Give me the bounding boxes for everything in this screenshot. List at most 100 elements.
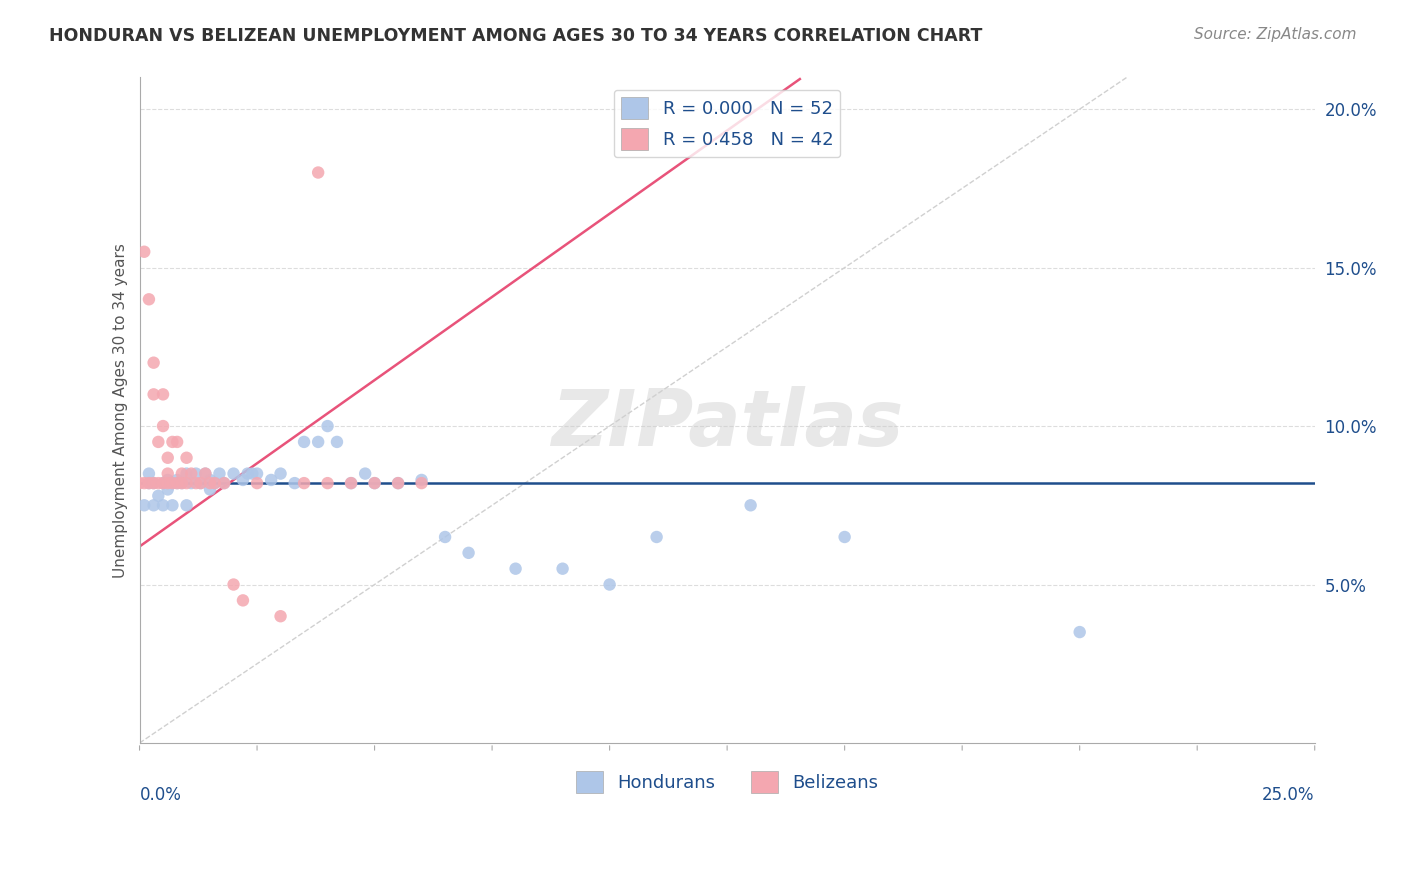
Point	[176, 467, 198, 481]
Point	[152, 387, 174, 401]
Point	[340, 476, 363, 491]
Point	[170, 476, 193, 491]
Point	[740, 498, 762, 512]
Point	[232, 473, 254, 487]
Point	[505, 562, 527, 576]
Point	[148, 489, 170, 503]
Point	[208, 467, 231, 481]
Point	[148, 434, 170, 449]
Point	[434, 530, 457, 544]
Point	[134, 476, 156, 491]
Point	[194, 467, 217, 481]
Point	[204, 476, 226, 491]
Point	[222, 577, 245, 591]
Point	[152, 498, 174, 512]
Point	[363, 476, 385, 491]
Text: 25.0%: 25.0%	[1263, 786, 1315, 805]
Point	[138, 293, 160, 307]
Point	[180, 467, 202, 481]
Point	[326, 434, 349, 449]
Point	[176, 450, 198, 465]
Point	[142, 498, 165, 512]
Point	[162, 476, 184, 491]
Point	[246, 467, 269, 481]
Point	[156, 467, 179, 481]
Point	[156, 450, 179, 465]
Point	[387, 476, 409, 491]
Point	[260, 473, 283, 487]
Point	[162, 498, 184, 512]
Point	[457, 546, 479, 560]
Point	[134, 244, 156, 259]
Point	[307, 434, 329, 449]
Point	[134, 498, 156, 512]
Point	[292, 434, 315, 449]
Point	[156, 483, 179, 497]
Point	[411, 476, 433, 491]
Point	[142, 476, 165, 491]
Point	[411, 473, 433, 487]
Point	[162, 476, 184, 491]
Point	[222, 467, 245, 481]
Point	[834, 530, 856, 544]
Point	[148, 476, 170, 491]
Point	[142, 387, 165, 401]
Point	[387, 476, 409, 491]
Point	[316, 419, 339, 434]
Text: Source: ZipAtlas.com: Source: ZipAtlas.com	[1194, 27, 1357, 42]
Point	[599, 577, 621, 591]
Point	[166, 476, 188, 491]
Point	[138, 476, 160, 491]
Point	[176, 476, 198, 491]
Point	[198, 483, 221, 497]
Point	[138, 467, 160, 481]
Point	[232, 593, 254, 607]
Point	[292, 476, 315, 491]
Y-axis label: Unemployment Among Ages 30 to 34 years: Unemployment Among Ages 30 to 34 years	[114, 243, 128, 578]
Point	[170, 476, 193, 491]
Point	[270, 609, 292, 624]
Point	[284, 476, 307, 491]
Point	[363, 476, 385, 491]
Point	[551, 562, 574, 576]
Point	[307, 165, 329, 179]
Point	[316, 476, 339, 491]
Point	[166, 473, 188, 487]
Text: 0.0%: 0.0%	[139, 786, 181, 805]
Point	[190, 476, 212, 491]
Point	[1069, 625, 1091, 640]
Point	[128, 476, 150, 491]
Point	[354, 467, 377, 481]
Point	[142, 476, 165, 491]
Point	[166, 434, 188, 449]
Point	[184, 467, 207, 481]
Text: ZIPatlas: ZIPatlas	[551, 385, 903, 461]
Point	[176, 498, 198, 512]
Point	[212, 476, 235, 491]
Point	[180, 476, 202, 491]
Point	[246, 476, 269, 491]
Point	[166, 476, 188, 491]
Point	[204, 476, 226, 491]
Point	[198, 473, 221, 487]
Point	[162, 434, 184, 449]
Point	[138, 476, 160, 491]
Point	[152, 476, 174, 491]
Point	[170, 467, 193, 481]
Point	[270, 467, 292, 481]
Point	[156, 476, 179, 491]
Point	[236, 467, 259, 481]
Point	[156, 473, 179, 487]
Point	[194, 467, 217, 481]
Point	[190, 476, 212, 491]
Legend: R = 0.000   N = 52, R = 0.458   N = 42: R = 0.000 N = 52, R = 0.458 N = 42	[614, 90, 841, 157]
Point	[212, 476, 235, 491]
Point	[240, 467, 263, 481]
Point	[142, 356, 165, 370]
Point	[198, 476, 221, 491]
Point	[152, 419, 174, 434]
Text: HONDURAN VS BELIZEAN UNEMPLOYMENT AMONG AGES 30 TO 34 YEARS CORRELATION CHART: HONDURAN VS BELIZEAN UNEMPLOYMENT AMONG …	[49, 27, 983, 45]
Point	[645, 530, 668, 544]
Point	[340, 476, 363, 491]
Point	[184, 476, 207, 491]
